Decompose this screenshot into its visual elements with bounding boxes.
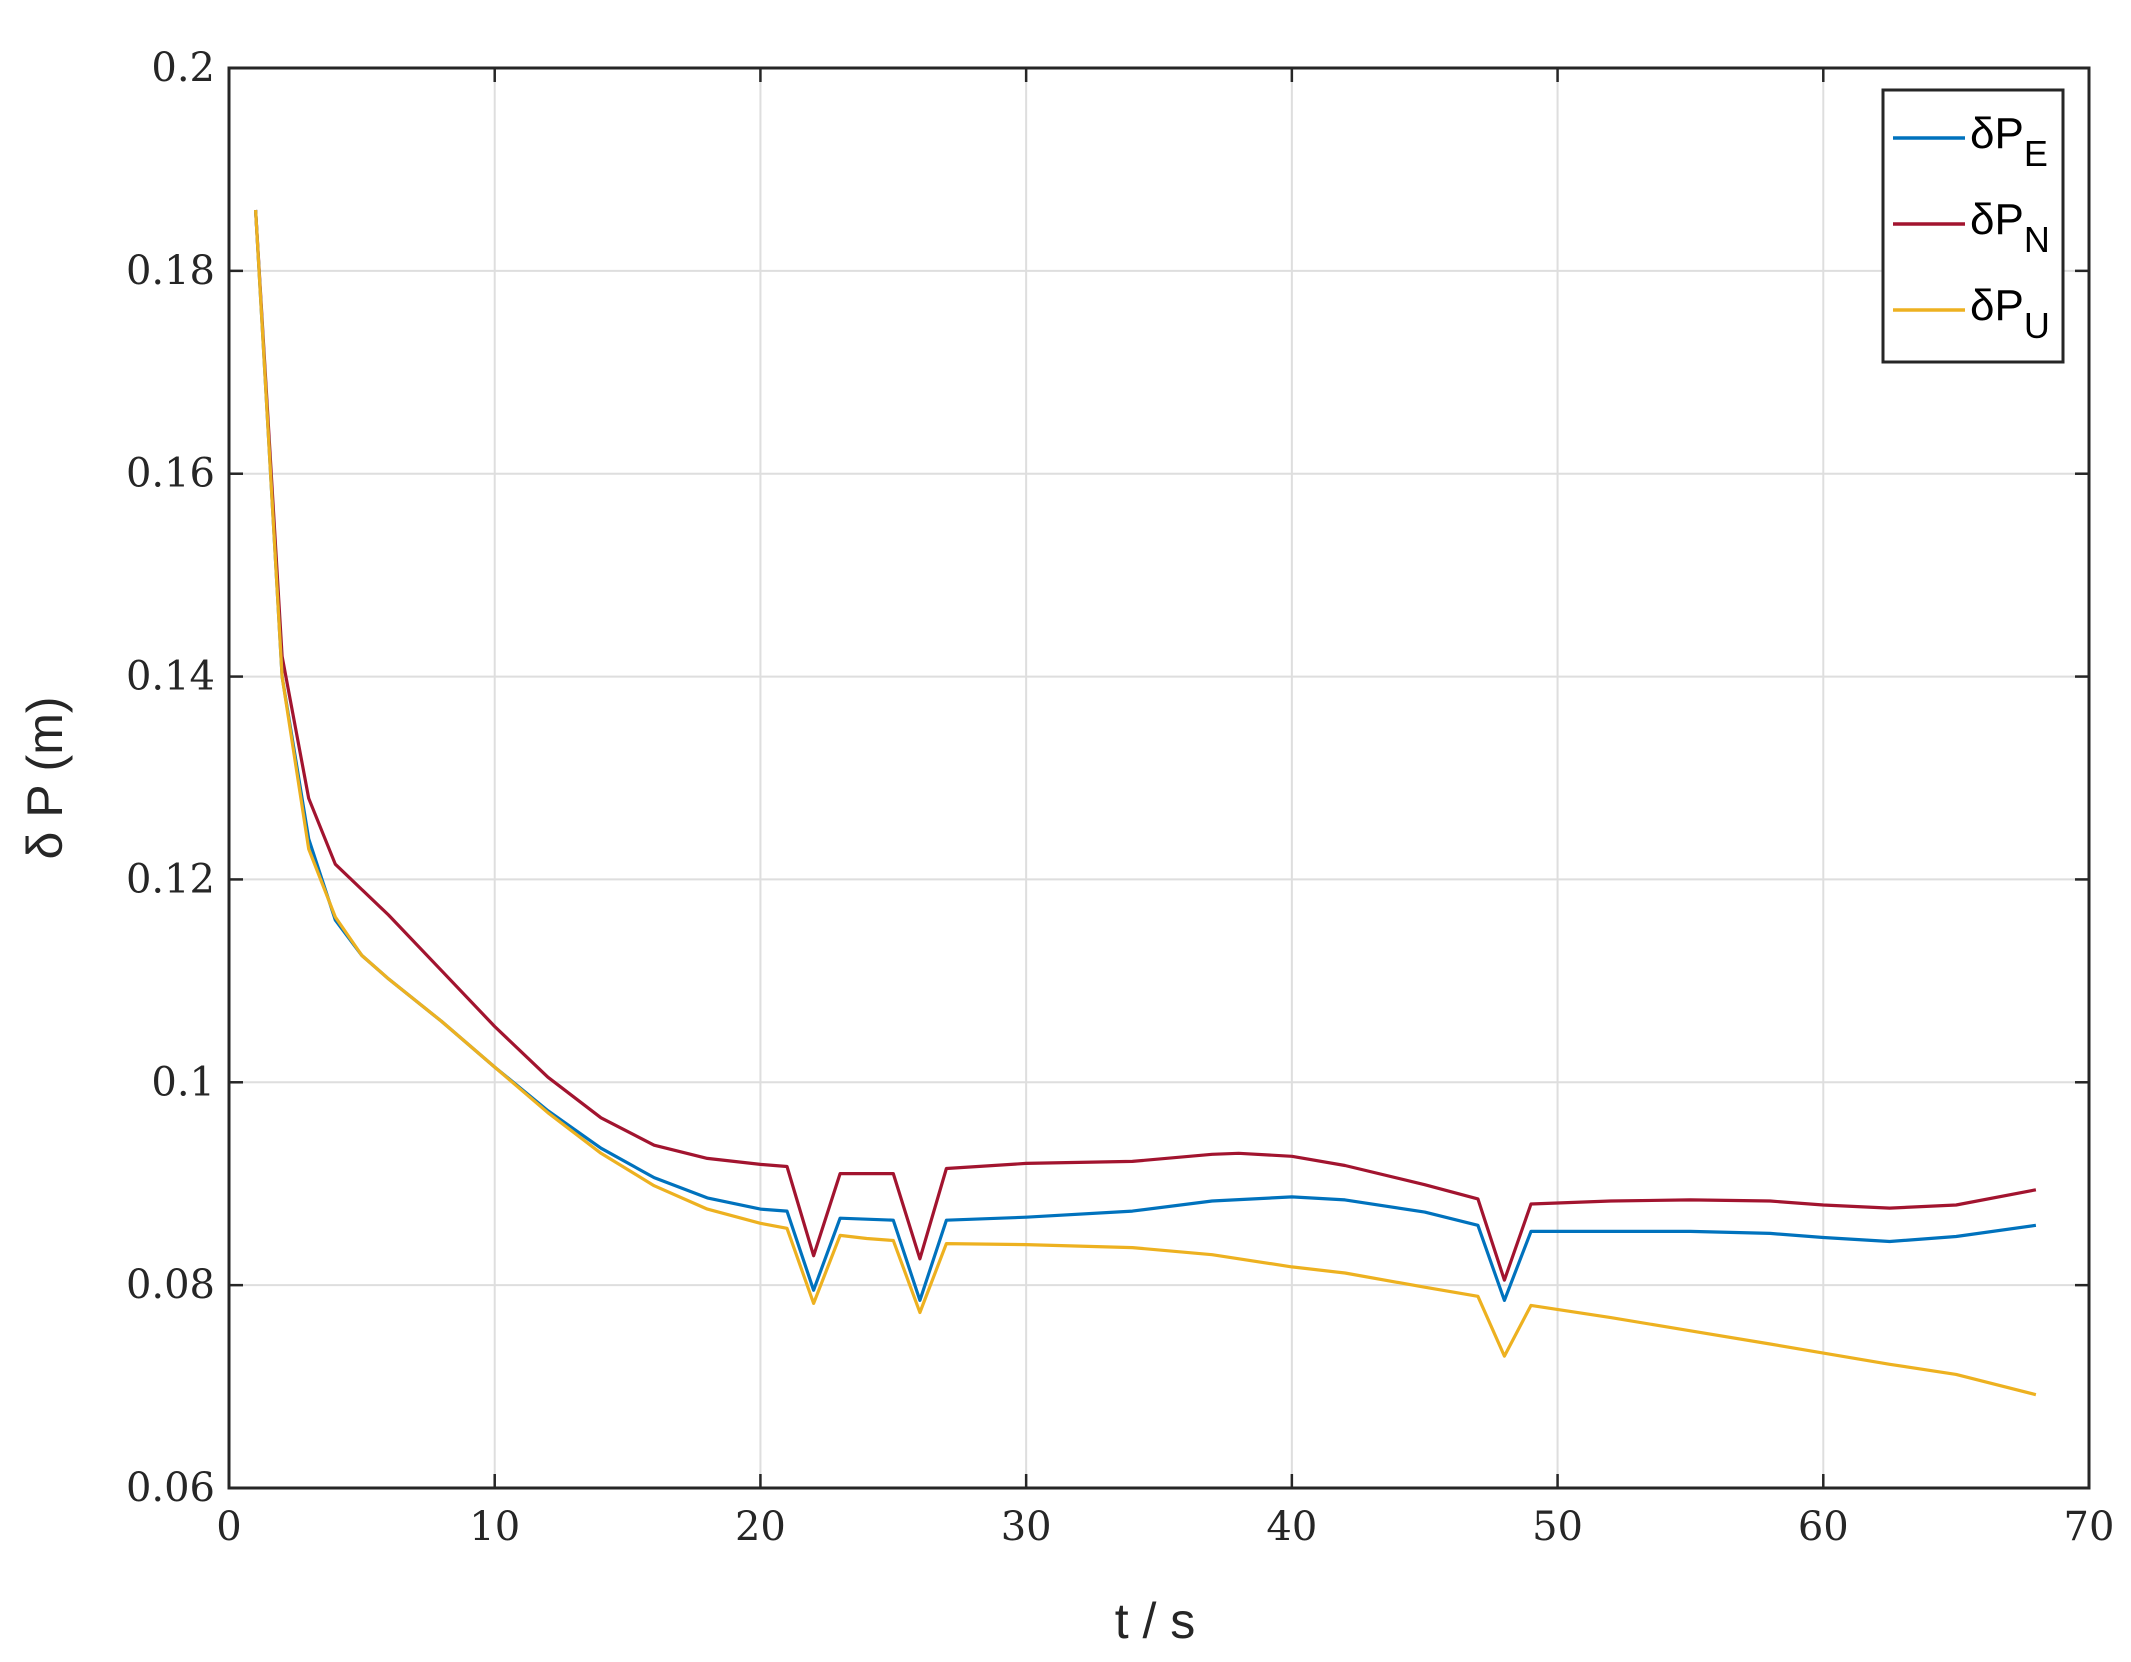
- plot-area-frame: [227, 66, 2091, 1490]
- x-tick-label: 0: [216, 1504, 241, 1550]
- series-line-n: [254, 209, 2037, 1282]
- axis-ticks: [227, 66, 2091, 1490]
- y-tick-label: 0.14: [126, 654, 215, 700]
- y-tick-label: 0.08: [126, 1262, 215, 1308]
- y-tick-label: 0.12: [126, 856, 215, 902]
- x-tick-label: 40: [1266, 1504, 1317, 1550]
- y-tick-labels: 0.06 0.08 0.1 0.12 0.14 0.16 0.18 0.2: [126, 45, 215, 1511]
- x-tick-labels: 0 10 20 30 40 50 60 70: [216, 1504, 2114, 1550]
- grid-lines: [229, 68, 2089, 1488]
- y-axis-label: δ P (m): [17, 696, 73, 859]
- x-axis-label: t / s: [1115, 1593, 1196, 1649]
- legend-label: δPE: [1970, 109, 2048, 174]
- x-tick-label: 70: [2064, 1504, 2115, 1550]
- legend-label: δPN: [1970, 195, 2050, 260]
- y-tick-label: 0.2: [151, 45, 215, 91]
- x-tick-label: 10: [469, 1504, 520, 1550]
- legend: δPE δPN δPU: [1881, 88, 2065, 364]
- y-tick-label: 0.06: [126, 1465, 215, 1511]
- y-tick-label: 0.18: [126, 248, 215, 294]
- legend-box: [1881, 88, 2065, 364]
- x-tick-label: 60: [1798, 1504, 1849, 1550]
- y-tick-label: 0.16: [126, 451, 215, 497]
- y-tick-label: 0.1: [151, 1059, 215, 1105]
- x-tick-label: 50: [1532, 1504, 1583, 1550]
- x-tick-label: 30: [1001, 1504, 1052, 1550]
- series-line-e: [254, 209, 2037, 1303]
- series-line-u: [254, 209, 2037, 1397]
- series-lines: [254, 209, 2037, 1397]
- x-tick-label: 20: [735, 1504, 786, 1550]
- legend-label: δPU: [1970, 281, 2050, 346]
